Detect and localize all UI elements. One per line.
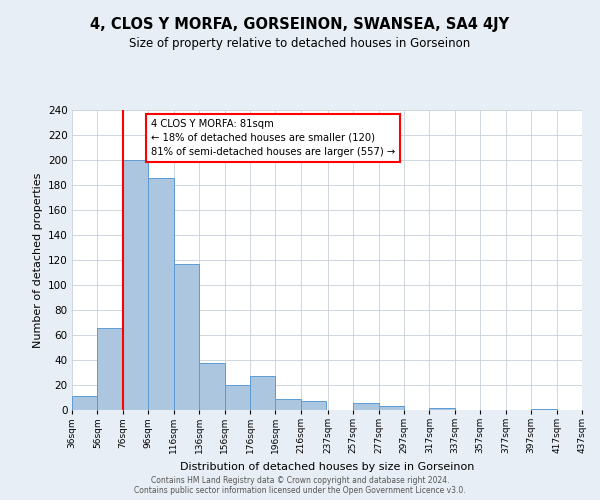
Text: Size of property relative to detached houses in Gorseinon: Size of property relative to detached ho… — [130, 38, 470, 51]
Bar — [531, 409, 557, 410]
Bar — [250, 376, 275, 410]
Bar — [72, 396, 97, 410]
Bar — [379, 406, 404, 410]
Bar — [148, 178, 174, 410]
Text: Contains public sector information licensed under the Open Government Licence v3: Contains public sector information licen… — [134, 486, 466, 495]
Bar — [97, 328, 123, 410]
Bar — [123, 160, 148, 410]
Bar — [224, 385, 250, 410]
Bar — [174, 264, 199, 410]
Text: 4, CLOS Y MORFA, GORSEINON, SWANSEA, SA4 4JY: 4, CLOS Y MORFA, GORSEINON, SWANSEA, SA4… — [91, 18, 509, 32]
Bar — [430, 408, 455, 410]
X-axis label: Distribution of detached houses by size in Gorseinon: Distribution of detached houses by size … — [180, 462, 474, 471]
Text: 4 CLOS Y MORFA: 81sqm
← 18% of detached houses are smaller (120)
81% of semi-det: 4 CLOS Y MORFA: 81sqm ← 18% of detached … — [151, 119, 395, 157]
Bar — [275, 399, 301, 410]
Bar — [199, 362, 224, 410]
Bar — [353, 402, 379, 410]
Y-axis label: Number of detached properties: Number of detached properties — [32, 172, 43, 348]
Bar — [301, 401, 326, 410]
Text: Contains HM Land Registry data © Crown copyright and database right 2024.: Contains HM Land Registry data © Crown c… — [151, 476, 449, 485]
